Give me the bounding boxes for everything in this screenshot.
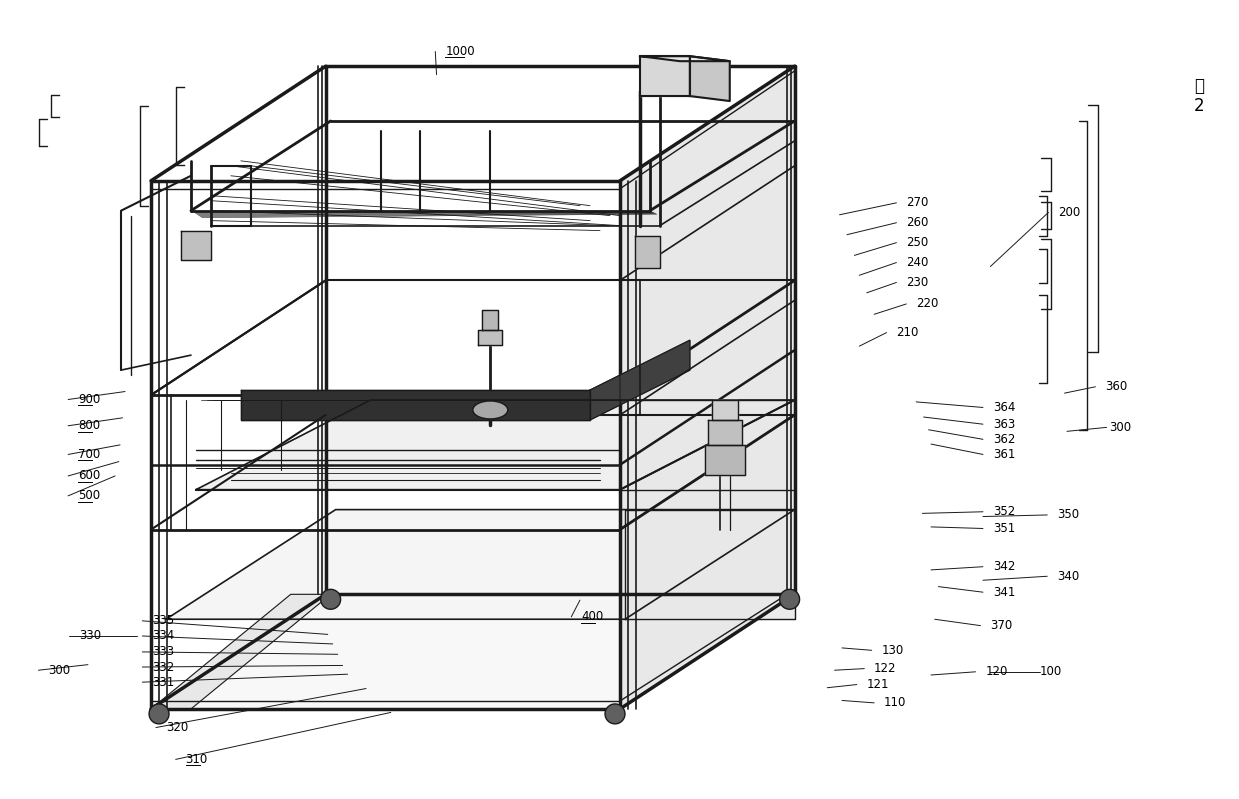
Text: 700: 700 [78, 448, 100, 461]
Text: 230: 230 [906, 276, 928, 289]
Text: 370: 370 [990, 619, 1012, 632]
Text: 331: 331 [152, 676, 175, 689]
Text: 330: 330 [79, 630, 102, 642]
Polygon shape [620, 400, 794, 490]
Circle shape [605, 704, 624, 724]
Polygon shape [590, 340, 690, 420]
Text: 250: 250 [906, 237, 928, 249]
Text: 210: 210 [896, 326, 919, 339]
Circle shape [149, 704, 169, 724]
Text: 240: 240 [906, 256, 929, 269]
Text: 332: 332 [152, 661, 175, 674]
Text: 300: 300 [1109, 421, 1131, 434]
Text: 351: 351 [992, 522, 1015, 535]
Text: 310: 310 [186, 753, 208, 766]
Text: 362: 362 [992, 433, 1015, 446]
Text: 110: 110 [885, 697, 907, 710]
Polygon shape [620, 66, 794, 709]
Text: 334: 334 [152, 630, 175, 642]
Text: 320: 320 [166, 721, 188, 734]
Text: 图
2: 图 2 [1193, 77, 1204, 116]
Text: 400: 400 [581, 610, 603, 623]
Polygon shape [634, 236, 660, 268]
Text: 260: 260 [906, 217, 929, 229]
Polygon shape [624, 510, 794, 619]
Text: 340: 340 [1057, 570, 1079, 582]
Ellipse shape [473, 401, 508, 419]
Polygon shape [707, 420, 742, 445]
Circle shape [321, 590, 341, 610]
Text: 270: 270 [906, 197, 929, 209]
Text: 600: 600 [78, 470, 100, 483]
Text: 800: 800 [78, 419, 100, 432]
Text: 300: 300 [48, 664, 71, 677]
Text: 200: 200 [1058, 206, 1080, 219]
Text: 120: 120 [985, 666, 1007, 678]
Polygon shape [711, 400, 737, 420]
Polygon shape [151, 594, 331, 709]
Text: 121: 121 [867, 678, 890, 691]
Text: 360: 360 [1105, 380, 1127, 393]
Polygon shape [196, 400, 794, 490]
Text: 1000: 1000 [445, 45, 475, 58]
Polygon shape [641, 56, 690, 96]
Text: 341: 341 [992, 586, 1015, 598]
Polygon shape [478, 330, 502, 345]
Polygon shape [240, 390, 590, 420]
Text: 220: 220 [916, 297, 939, 311]
Text: 361: 361 [992, 448, 1015, 461]
Polygon shape [181, 231, 211, 260]
Text: 900: 900 [78, 393, 100, 406]
Polygon shape [690, 56, 730, 101]
Circle shape [779, 590, 799, 610]
Text: 335: 335 [152, 614, 175, 627]
Text: 130: 130 [882, 644, 903, 657]
Polygon shape [166, 510, 794, 619]
Polygon shape [641, 56, 730, 62]
Text: 352: 352 [992, 505, 1015, 519]
Polygon shape [482, 310, 498, 330]
Text: 364: 364 [992, 401, 1015, 414]
Text: 500: 500 [78, 489, 100, 503]
Polygon shape [705, 445, 745, 475]
Polygon shape [156, 594, 794, 709]
Text: 350: 350 [1057, 508, 1079, 522]
Text: 333: 333 [152, 646, 175, 658]
Text: 100: 100 [1040, 666, 1062, 678]
Text: 342: 342 [992, 560, 1015, 573]
Text: 363: 363 [992, 418, 1015, 431]
Text: 122: 122 [875, 662, 897, 675]
